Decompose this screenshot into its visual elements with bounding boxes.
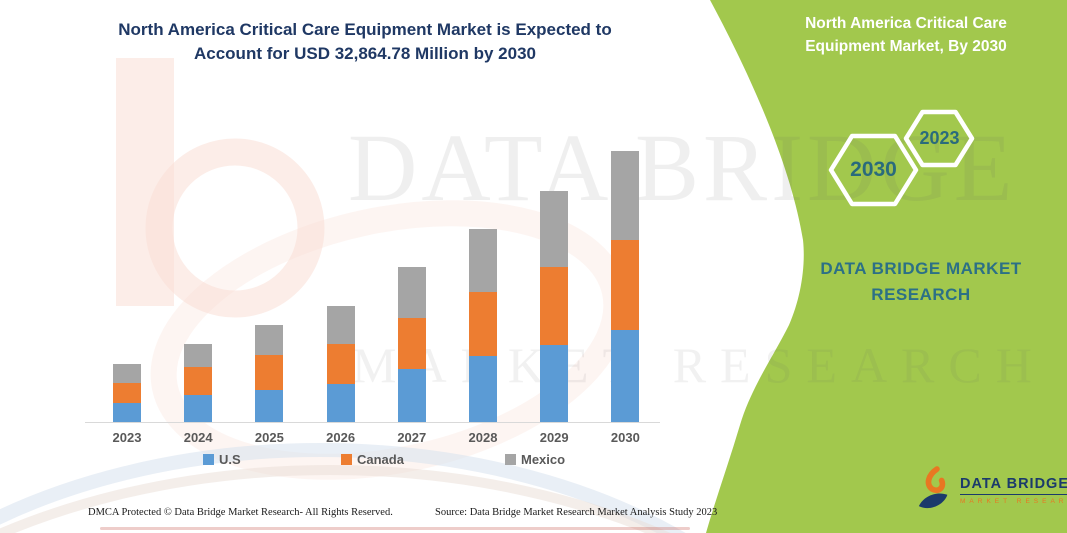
chart-legend: U.S Canada Mexico [0,452,700,472]
legend-item-canada: Canada [341,452,404,467]
bar-segment-2024-canada [184,367,213,395]
legend-item-mexico: Mexico [505,452,565,467]
hexagon-2023 [903,109,975,168]
data-bridge-logo: DATA BRIDGE MARKET RESEARCH [916,466,1067,514]
bar-segment-2027-canada [397,317,426,370]
bar-segment-2026-canada [326,344,355,384]
x-tick-2030: 2030 [610,430,640,445]
x-tick-2027: 2027 [397,430,427,445]
bar-2028 [469,228,497,422]
x-tick-2028: 2028 [468,430,498,445]
green-panel-shape [706,0,1067,533]
plot-area [85,150,660,423]
legend-swatch-mexico [505,454,516,465]
bar-segment-2025-us [255,389,284,422]
x-axis-labels: 2023 2024 2025 2026 2027 2028 2029 2030 [85,430,660,448]
bar-segment-2030-canada [611,240,640,331]
bar-segment-2028-mexico [469,228,497,292]
bar-segment-2027-us [397,369,426,422]
bar-segment-2026-us [326,383,355,422]
legend-swatch-us [203,454,214,465]
legend-label-mexico: Mexico [521,452,566,467]
logo-swoosh-shape [918,493,948,509]
legend-label-us: U.S [219,452,241,467]
side-panel-title: North America Critical Care Equipment Ma… [805,15,1007,56]
bar-segment-2023-canada [113,382,141,403]
hexagon-label-2023: 2023 [919,128,960,148]
x-tick-2029: 2029 [539,430,569,445]
x-tick-2023: 2023 [112,430,142,445]
bar-segment-2028-canada [469,291,497,357]
bar-segment-2027-mexico [397,267,426,318]
bar-segment-2023-mexico [113,364,141,383]
bar-segment-2028-us [469,356,497,422]
x-tick-2025: 2025 [254,430,284,445]
bar-segment-2029-canada [540,267,569,346]
bar-2025 [255,325,284,422]
watermark-text-data-bridge: DATA BRIDGE [348,114,1017,221]
legend-swatch-canada [341,454,352,465]
bar-segment-2030-us [611,330,640,422]
bar-segment-2025-mexico [255,325,284,356]
bar-2027 [397,267,426,422]
logo-subtext: MARKET RESEARCH [960,497,1067,505]
watermark-bottom-smudge [100,527,690,530]
footer-source-text: Source: Data Bridge Market Research Mark… [435,507,718,518]
data-bridge-logo-icon [918,466,948,509]
logo-flame-shape [925,466,946,494]
bar-segment-2024-us [184,394,213,422]
chart-title: North America Critical Care Equipment Ma… [118,20,612,64]
hexagon-2030 [828,133,919,207]
bar-2030 [611,151,640,422]
bar-segment-2025-canada [255,355,284,390]
x-tick-2026: 2026 [326,430,356,445]
hexagon-label-2030: 2030 [850,158,897,181]
footer-dmca-text: DMCA Protected © Data Bridge Market Rese… [88,507,393,518]
watermark-text-market-research: MARKET RESEARCH [352,337,1046,393]
bar-segment-2023-us [113,402,141,422]
bar-segment-2026-mexico [326,305,355,345]
legend-label-canada: Canada [357,452,404,467]
bar-2029 [540,190,569,422]
x-tick-2024: 2024 [183,430,213,445]
bar-2023 [113,364,141,422]
legend-item-us: U.S [203,452,241,467]
bar-segment-2024-mexico [184,344,213,368]
bar-segment-2029-us [540,345,569,422]
bar-segment-2030-mexico [611,151,640,241]
bar-segment-2029-mexico [540,190,569,268]
bar-2024 [184,344,213,422]
logo-text-block: DATA BRIDGE MARKET RESEARCH [960,476,1067,505]
bar-2026 [326,305,355,422]
logo-name-text: DATA BRIDGE [960,476,1067,495]
brand-text: DATA BRIDGE MARKET RESEARCH [820,259,1022,305]
